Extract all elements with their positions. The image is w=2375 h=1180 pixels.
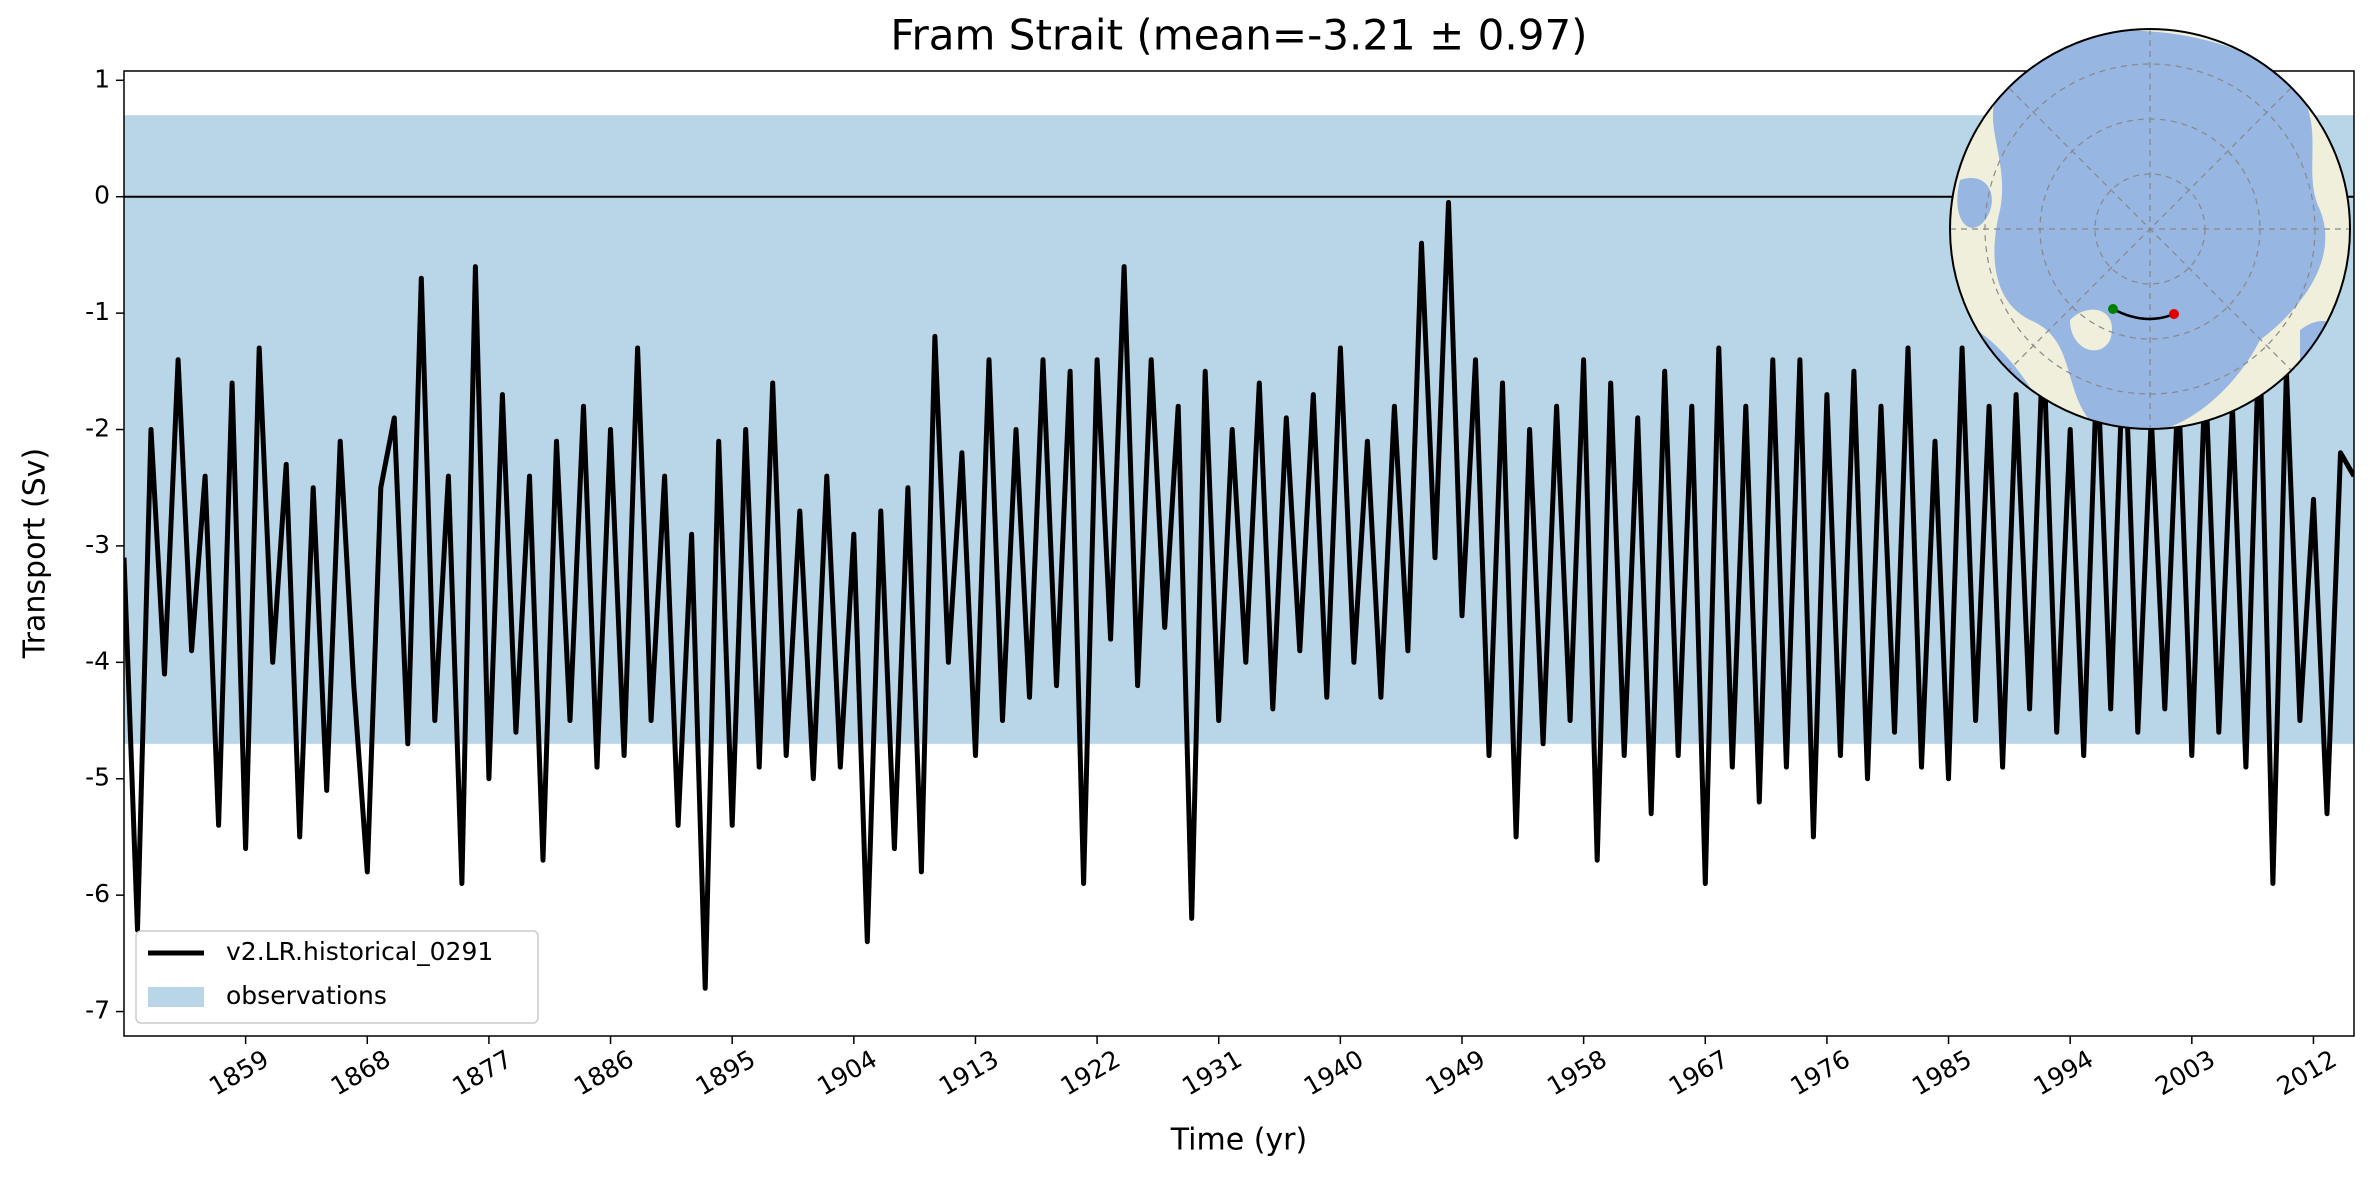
y-axis-label: Transport (Sv)	[18, 448, 53, 660]
y-tick-label: -3	[85, 530, 110, 559]
y-tick-label: -4	[85, 646, 110, 675]
y-tick-label: 0	[94, 181, 110, 210]
y-tick-label: -7	[85, 996, 110, 1025]
chart-title: Fram Strait (mean=-3.21 ± 0.97)	[890, 11, 1587, 60]
y-tick-label: -5	[85, 763, 110, 792]
y-tick-label: -6	[85, 879, 110, 908]
legend-box	[135, 930, 539, 1024]
legend-patch	[148, 987, 204, 1007]
y-tick-label: -1	[85, 297, 110, 326]
legend-label: v2.LR.historical_0291	[226, 937, 493, 966]
y-tick-label: 1	[94, 64, 110, 93]
y-tick-label: -2	[85, 414, 110, 443]
plot-frame	[123, 70, 2355, 1037]
legend-label: observations	[226, 981, 387, 1010]
x-axis-label: Time (yr)	[1170, 1123, 1307, 1158]
series-line	[124, 200, 2354, 991]
legend: v2.LR.historical_0291 observations	[135, 930, 539, 1024]
